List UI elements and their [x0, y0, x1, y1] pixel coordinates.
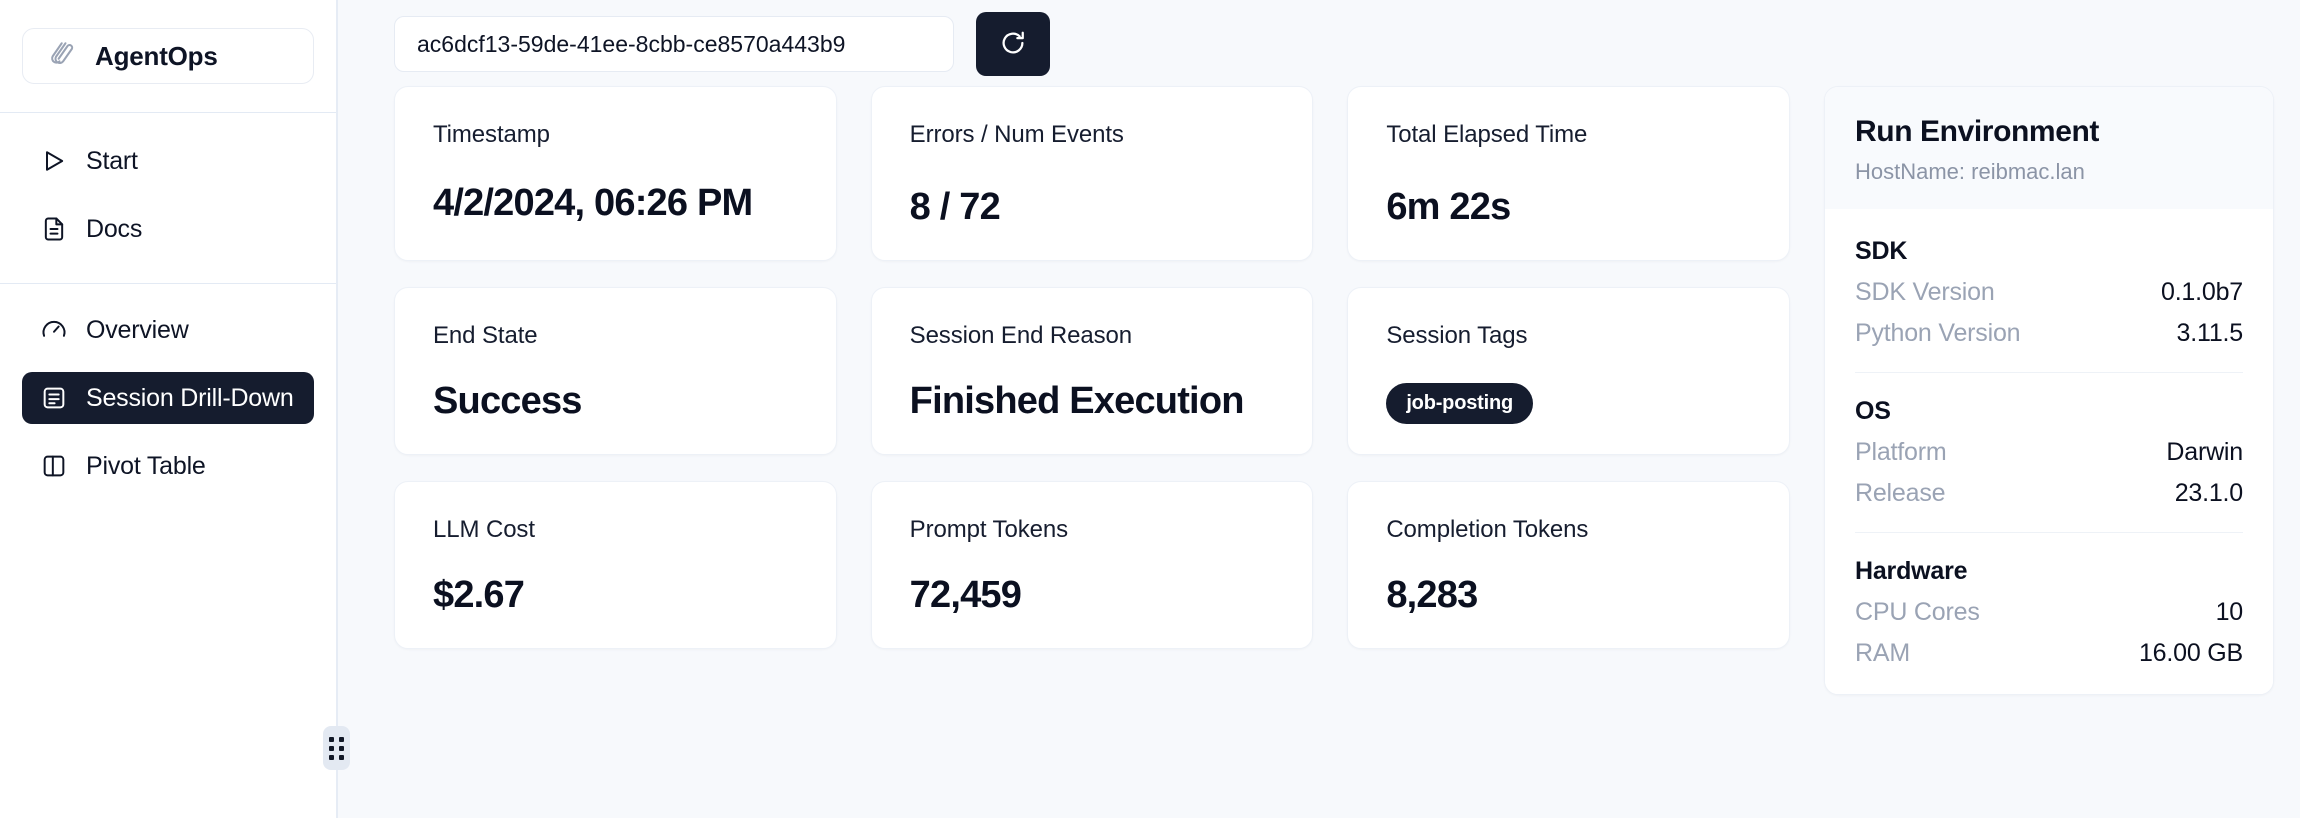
card-label: Session End Reason [909, 322, 1133, 349]
env-section-os: OS Platform Darwin Release 23.1.0 [1855, 372, 2243, 508]
run-environment-header: Run Environment HostName: reibmac.lan [1825, 87, 2273, 209]
session-id-input[interactable] [394, 16, 954, 72]
env-key: Platform [1855, 438, 1947, 466]
env-value: 23.1.0 [2174, 479, 2244, 507]
env-key: Python Version [1855, 319, 2021, 347]
card-value: 8,283 [1386, 574, 1478, 617]
document-text-icon [40, 215, 68, 243]
env-key: Release [1855, 479, 1946, 507]
env-row: SDK Version 0.1.0b7 [1855, 278, 2243, 307]
card-label: Prompt Tokens [909, 516, 1068, 543]
env-value: 10 [2215, 598, 2244, 626]
brand-title: AgentOps [95, 40, 218, 71]
sidebar-item-label: Overview [86, 315, 189, 344]
metric-card-row: LLM Cost $2.67 Prompt Tokens 72,459 Comp… [394, 481, 1790, 649]
metric-card-row: End State Success Session End Reason Fin… [394, 287, 1790, 455]
env-section-hardware: Hardware CPU Cores 10 RAM 16.00 GB [1855, 532, 2243, 668]
metric-card-errors-num-events: Errors / Num Events 8 / 72 [870, 86, 1314, 261]
env-row: RAM 16.00 GB [1855, 639, 2243, 668]
hostname-text: HostName: reibmac.lan [1855, 159, 2085, 184]
sidebar-item-overview[interactable]: Overview [22, 304, 314, 356]
card-label: Timestamp [433, 121, 550, 148]
env-value: 16.00 GB [2138, 639, 2243, 667]
sidebar-item-label: Docs [86, 214, 143, 243]
brand-logo[interactable]: AgentOps [22, 28, 314, 84]
card-label: Completion Tokens [1386, 516, 1589, 543]
metric-card-row: Timestamp 4/2/2024, 06:26 PM Errors / Nu… [394, 86, 1790, 261]
card-label: Session Tags [1386, 322, 1528, 349]
card-label: End State [433, 322, 538, 349]
sidebar-item-label: Pivot Table [86, 451, 206, 480]
card-value: $2.67 [433, 574, 525, 617]
main-content: Timestamp 4/2/2024, 06:26 PM Errors / Nu… [338, 0, 2300, 818]
env-row: CPU Cores 10 [1855, 598, 2243, 627]
metric-card-llm-cost: LLM Cost $2.67 [394, 481, 837, 649]
sidebar-item-label: Start [86, 146, 138, 175]
card-value: Finished Execution [909, 380, 1245, 423]
run-environment-panel: Run Environment HostName: reibmac.lan SD… [1824, 86, 2274, 695]
card-value: Success [433, 380, 582, 423]
card-label: Errors / Num Events [909, 121, 1124, 148]
metric-card-session-tags: Session Tags job-posting [1347, 287, 1790, 455]
sidebar-resize-handle[interactable] [323, 726, 350, 770]
list-panel-icon [40, 384, 68, 412]
env-row: Platform Darwin [1855, 438, 2243, 467]
metric-card-end-state: End State Success [394, 287, 837, 455]
env-value: 0.1.0b7 [2160, 278, 2243, 306]
columns-layout-icon [40, 452, 68, 480]
page-title: Run Environment [1855, 115, 2100, 148]
nav-group-secondary: Overview Session Drill-Down Pivot Table [22, 284, 314, 492]
play-triangle-icon [40, 147, 68, 175]
refresh-button[interactable] [976, 12, 1050, 76]
session-tag-list: job-posting [1386, 363, 1751, 424]
card-label: LLM Cost [433, 516, 535, 543]
env-key: SDK Version [1855, 278, 1995, 306]
card-label: Total Elapsed Time [1386, 121, 1588, 148]
env-section-sdk: SDK SDK Version 0.1.0b7 Python Version 3… [1855, 213, 2243, 348]
env-section-title: Hardware [1855, 557, 1968, 585]
status-badge[interactable]: job-posting [1386, 383, 1533, 424]
env-section-title: OS [1855, 397, 1891, 425]
metric-card-timestamp: Timestamp 4/2/2024, 06:26 PM [394, 86, 837, 261]
sidebar: AgentOps Start Docs [0, 0, 350, 818]
paperclip-logo-icon [49, 39, 79, 74]
card-value: 6m 22s [1386, 186, 1511, 229]
sidebar-divider-middle [0, 283, 336, 284]
env-row: Release 23.1.0 [1855, 479, 2243, 508]
metric-card-session-end-reason: Session End Reason Finished Execution [870, 287, 1314, 455]
card-value: 72,459 [909, 574, 1022, 617]
dashboard-content: Timestamp 4/2/2024, 06:26 PM Errors / Nu… [394, 86, 2274, 695]
card-value: 4/2/2024, 06:26 PM [433, 181, 753, 224]
topbar [394, 0, 2274, 86]
metric-cards-grid: Timestamp 4/2/2024, 06:26 PM Errors / Nu… [394, 86, 1790, 695]
sidebar-item-pivot-table[interactable]: Pivot Table [22, 440, 314, 492]
sidebar-item-docs[interactable]: Docs [22, 203, 314, 255]
sidebar-item-session-drill-down[interactable]: Session Drill-Down [22, 372, 314, 424]
nav-group-primary: Start Docs [22, 113, 314, 255]
sidebar-item-start[interactable]: Start [22, 135, 314, 187]
env-key: CPU Cores [1855, 598, 1980, 626]
run-environment-body: SDK SDK Version 0.1.0b7 Python Version 3… [1825, 209, 2273, 694]
env-value: 3.11.5 [2176, 319, 2244, 347]
gauge-icon [40, 316, 68, 344]
metric-card-prompt-tokens: Prompt Tokens 72,459 [870, 481, 1314, 649]
grip-dots-icon [329, 736, 344, 760]
env-section-title: SDK [1855, 237, 1908, 265]
card-value: 8 / 72 [909, 186, 1001, 229]
metric-card-completion-tokens: Completion Tokens 8,283 [1347, 481, 1790, 649]
refresh-icon [998, 28, 1028, 61]
metric-card-total-elapsed-time: Total Elapsed Time 6m 22s [1347, 86, 1790, 261]
env-value: Darwin [2166, 438, 2243, 466]
sidebar-item-label: Session Drill-Down [86, 383, 294, 412]
env-row: Python Version 3.11.5 [1855, 319, 2243, 348]
env-key: RAM [1855, 639, 1910, 667]
sidebar-divider-top [0, 112, 336, 113]
